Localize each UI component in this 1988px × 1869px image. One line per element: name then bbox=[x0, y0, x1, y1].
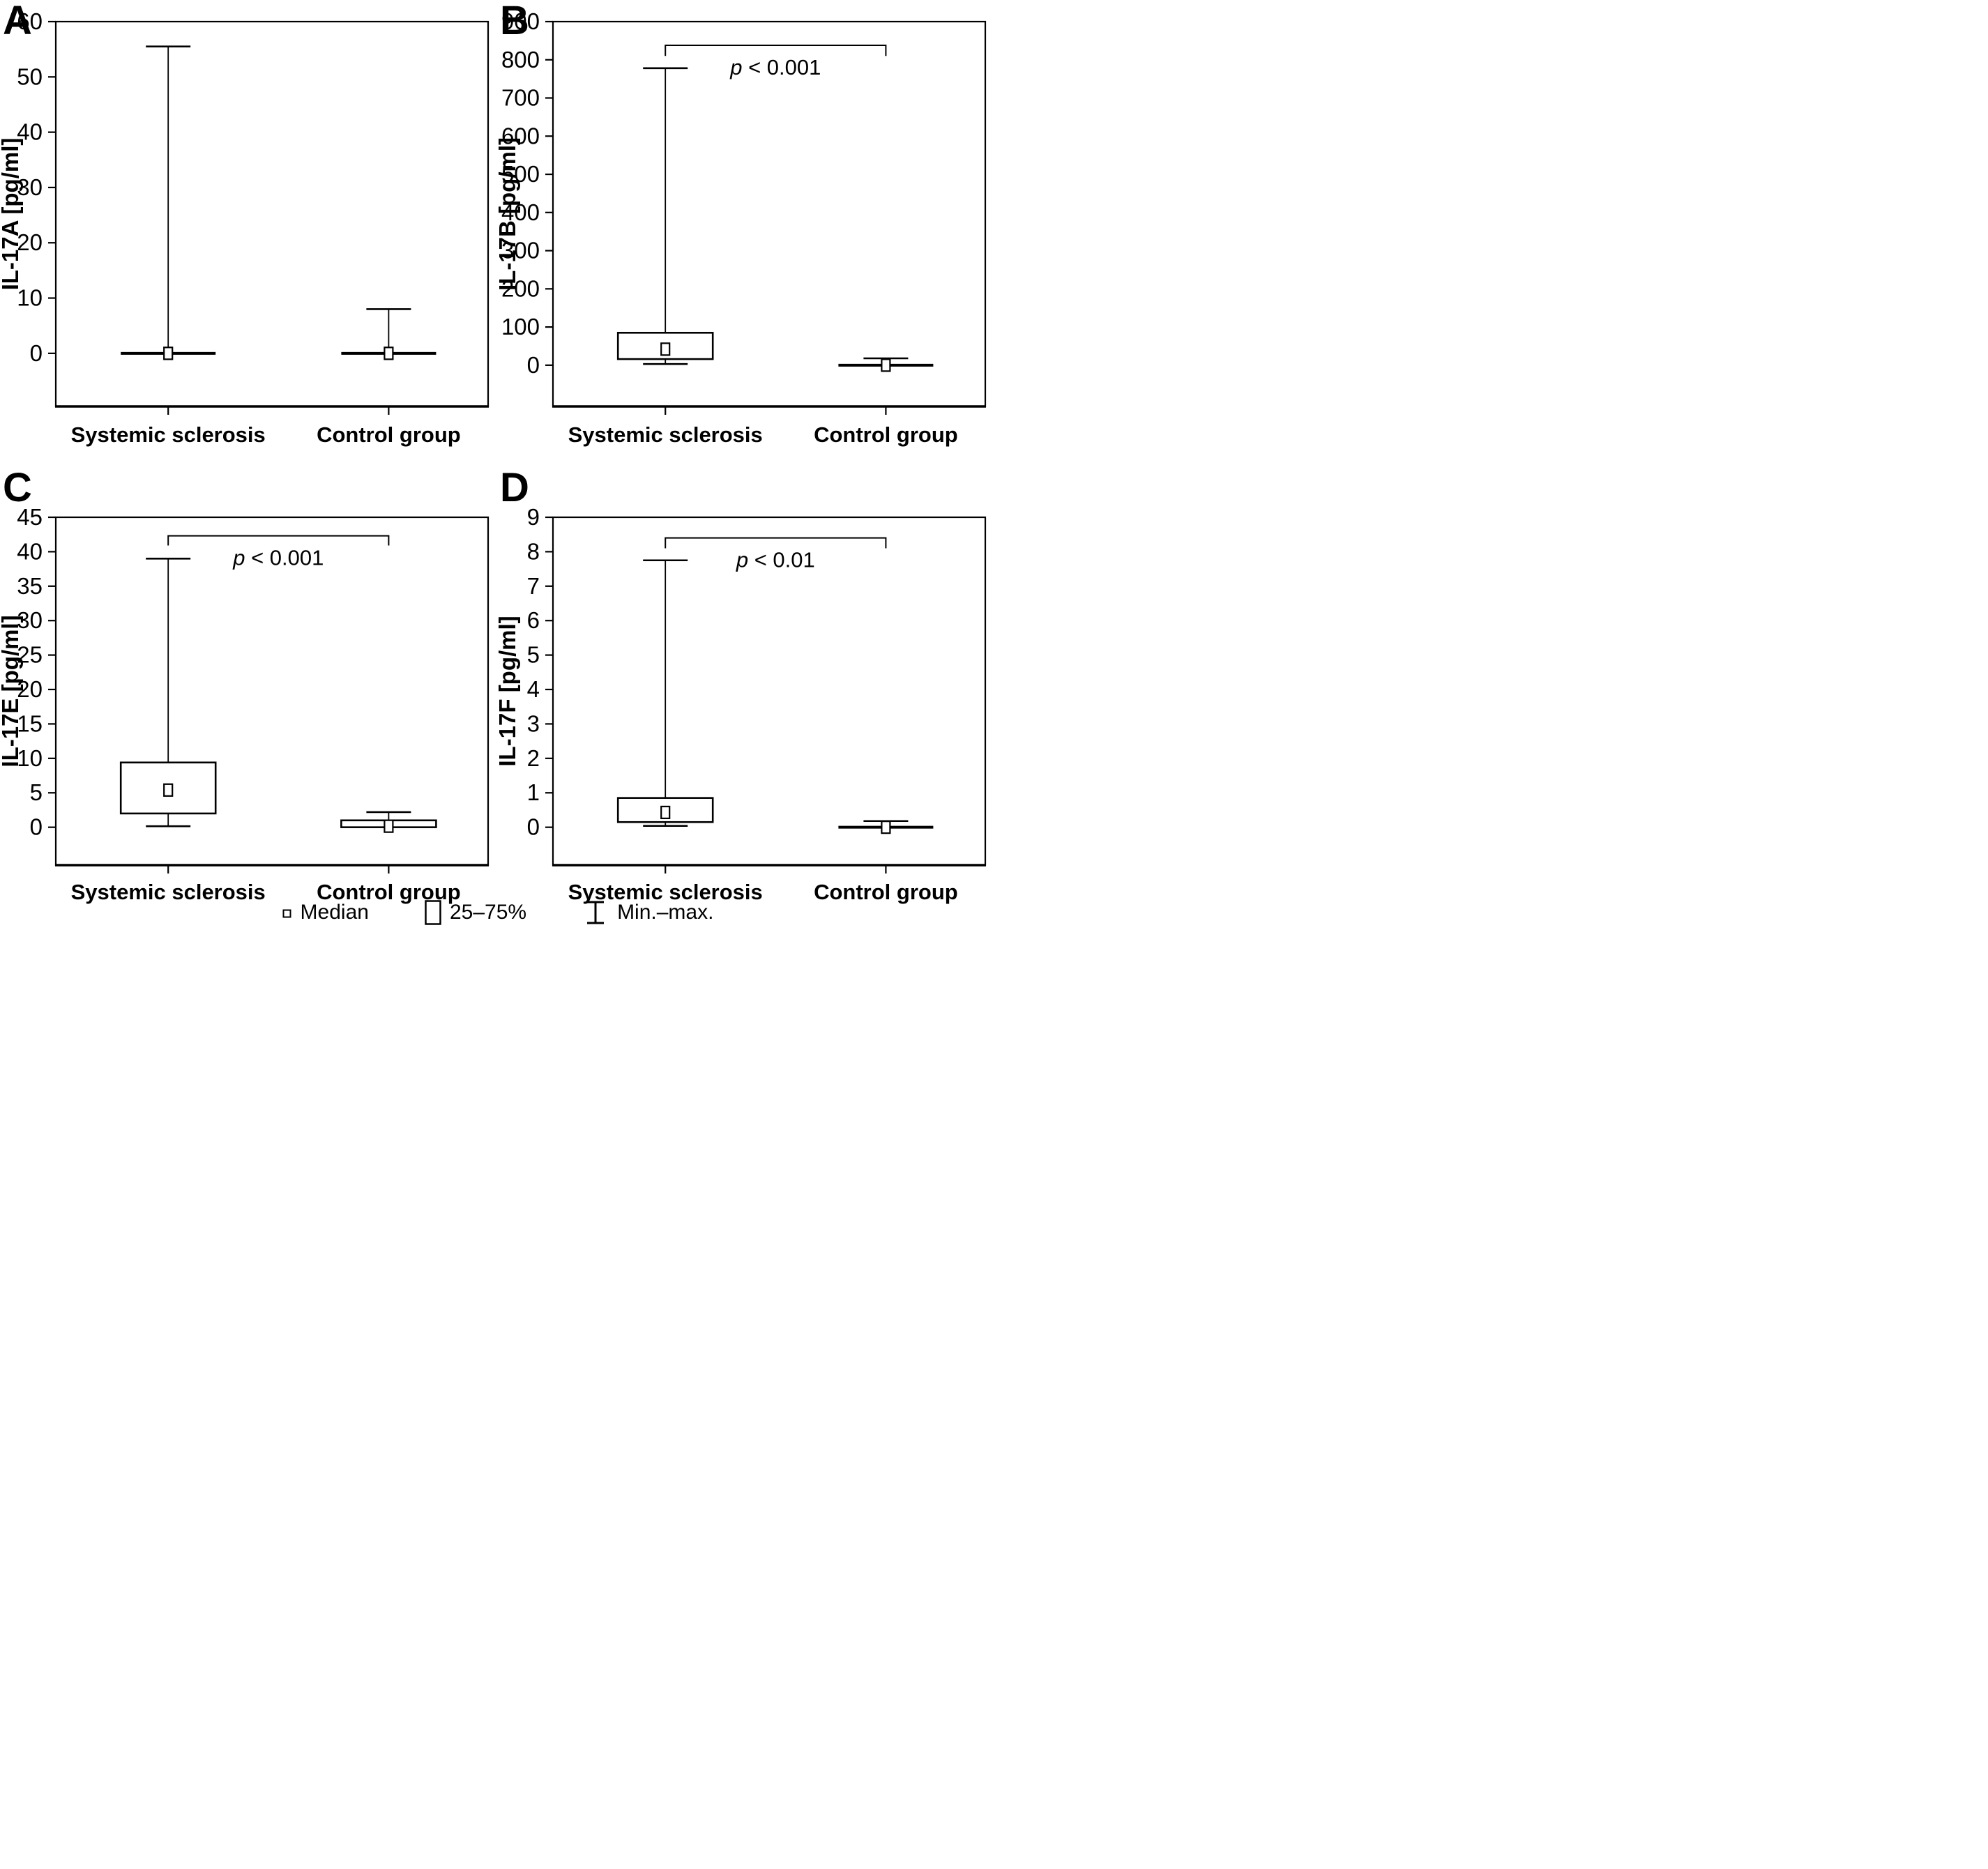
panel-c: C 0 5 10 15 20 25 30 35 40 45 IL-17E [pg/ml] System… bbox=[0, 465, 497, 934]
significance-label: p < 0.001 bbox=[729, 55, 821, 79]
y-tick-label: 300 bbox=[501, 238, 540, 264]
y-tick-label: 4 bbox=[527, 676, 540, 702]
median-marker bbox=[384, 819, 394, 833]
significance-label: p < 0.001 bbox=[232, 546, 324, 570]
x-category-label: Control group bbox=[814, 880, 958, 904]
median-marker bbox=[660, 805, 671, 820]
y-tick-label: 5 bbox=[527, 642, 540, 668]
legend-label-min-max: Min.–max. bbox=[617, 901, 714, 924]
min-max-whisker-icon bbox=[587, 901, 605, 924]
panel-b: B 0 100 200 300 400 500 600 700 800 900 IL-17B [pg… bbox=[497, 0, 994, 467]
y-tick-label: 15 bbox=[17, 710, 43, 736]
y-tick-label: 8 bbox=[527, 538, 540, 564]
y-tick-label: 3 bbox=[527, 710, 540, 736]
y-tick-label: 7 bbox=[527, 573, 540, 599]
y-tick-label: 45 bbox=[17, 504, 43, 530]
y-tick-label: 400 bbox=[501, 199, 540, 225]
y-tick-label: 60 bbox=[17, 8, 43, 34]
boxplot-svg-d: 0 1 2 3 4 5 6 7 8 9 IL-17F [pg/ml] Systemic scleros… bbox=[497, 504, 987, 904]
y-tick-label: 30 bbox=[17, 174, 43, 200]
y-axis-title: IL-17F [pg/ml] bbox=[497, 616, 520, 766]
legend-item-min-max: Min.–max. bbox=[581, 899, 713, 926]
x-category-label: Systemic sclerosis bbox=[568, 422, 763, 447]
y-tick-label: 2 bbox=[527, 745, 540, 771]
x-category-label: Control group bbox=[317, 880, 461, 904]
x-category-label: Control group bbox=[317, 422, 461, 447]
x-category-label: Systemic sclerosis bbox=[71, 422, 266, 447]
y-tick-label: 0 bbox=[30, 340, 43, 366]
y-axis-title: IL-17A [pg/ml] bbox=[0, 138, 23, 291]
panel-label-c: C bbox=[3, 465, 32, 510]
median-marker bbox=[384, 346, 394, 360]
x-category-label: Systemic sclerosis bbox=[71, 880, 266, 904]
y-tick-label: 20 bbox=[17, 676, 43, 702]
y-tick-label: 10 bbox=[17, 285, 43, 311]
y-axis-title: IL-17E [pg/ml] bbox=[0, 615, 23, 767]
y-tick-label: 500 bbox=[501, 161, 540, 187]
panel-d: D 0 1 2 3 4 5 6 7 8 9 IL-17F [pg/ml] Systemic scler… bbox=[497, 465, 994, 934]
y-tick-label: 0 bbox=[527, 814, 540, 840]
y-tick-label: 40 bbox=[17, 538, 43, 564]
legend: Median 25–75% Min.–max. bbox=[0, 899, 994, 926]
significance-bracket bbox=[167, 535, 390, 546]
y-tick-label: 1 bbox=[527, 779, 540, 805]
y-tick-label: 35 bbox=[17, 573, 43, 599]
significance-bracket bbox=[665, 537, 887, 549]
boxplot-svg-b: 0 100 200 300 400 500 600 700 800 900 IL-17B [pg/m… bbox=[497, 8, 987, 447]
y-tick-label: 50 bbox=[17, 63, 43, 89]
median-marker bbox=[881, 821, 891, 834]
y-tick-label: 0 bbox=[527, 352, 540, 378]
y-tick-label: 20 bbox=[17, 229, 43, 255]
panel-a: A 0 10 20 30 40 50 60 IL-17A [pg/ml] Systemic sc… bbox=[0, 0, 497, 467]
legend-item-median: Median bbox=[281, 901, 369, 924]
panel-label-d: D bbox=[500, 465, 529, 510]
y-tick-label: 10 bbox=[17, 745, 43, 771]
y-tick-label: 9 bbox=[527, 504, 540, 530]
median-square-icon bbox=[282, 909, 291, 918]
legend-item-25-75: 25–75% bbox=[423, 899, 526, 926]
panel-label-a: A bbox=[3, 0, 32, 43]
legend-label-median: Median bbox=[300, 901, 369, 924]
y-tick-label: 800 bbox=[501, 47, 540, 73]
significance-bracket bbox=[665, 44, 887, 56]
y-tick-label: 900 bbox=[501, 8, 540, 34]
boxplot-svg-c: 0 5 10 15 20 25 30 35 40 45 IL-17E [pg/ml] Systemic… bbox=[0, 504, 490, 904]
y-tick-label: 6 bbox=[527, 607, 540, 633]
median-marker bbox=[163, 783, 174, 797]
boxplot-svg-a: 0 10 20 30 40 50 60 IL-17A [pg/ml] Systemic scle… bbox=[0, 8, 490, 447]
y-tick-label: 0 bbox=[30, 814, 43, 840]
median-marker bbox=[660, 342, 671, 356]
y-axis-title: IL-17B [pg/ml] bbox=[497, 137, 520, 291]
y-tick-label: 25 bbox=[17, 642, 43, 668]
panel-label-b: B bbox=[500, 0, 529, 43]
significance-label: p < 0.01 bbox=[736, 548, 815, 572]
box-25-75-icon bbox=[425, 900, 441, 925]
median-marker bbox=[163, 346, 174, 360]
y-tick-label: 30 bbox=[17, 607, 43, 633]
legend-label-25-75: 25–75% bbox=[449, 901, 527, 924]
boxplot-figure: A 0 10 20 30 40 50 60 IL-17A [pg/ml] Systemic sc… bbox=[0, 0, 994, 935]
plot-frame bbox=[54, 20, 490, 408]
y-tick-label: 5 bbox=[30, 779, 43, 805]
median-marker bbox=[881, 358, 891, 372]
x-category-label: Control group bbox=[814, 422, 958, 447]
y-tick-label: 600 bbox=[501, 123, 540, 148]
x-category-label: Systemic sclerosis bbox=[568, 880, 763, 904]
y-tick-label: 700 bbox=[501, 85, 540, 111]
y-tick-label: 40 bbox=[17, 119, 43, 145]
y-tick-label: 100 bbox=[501, 314, 540, 340]
y-tick-label: 200 bbox=[501, 275, 540, 301]
